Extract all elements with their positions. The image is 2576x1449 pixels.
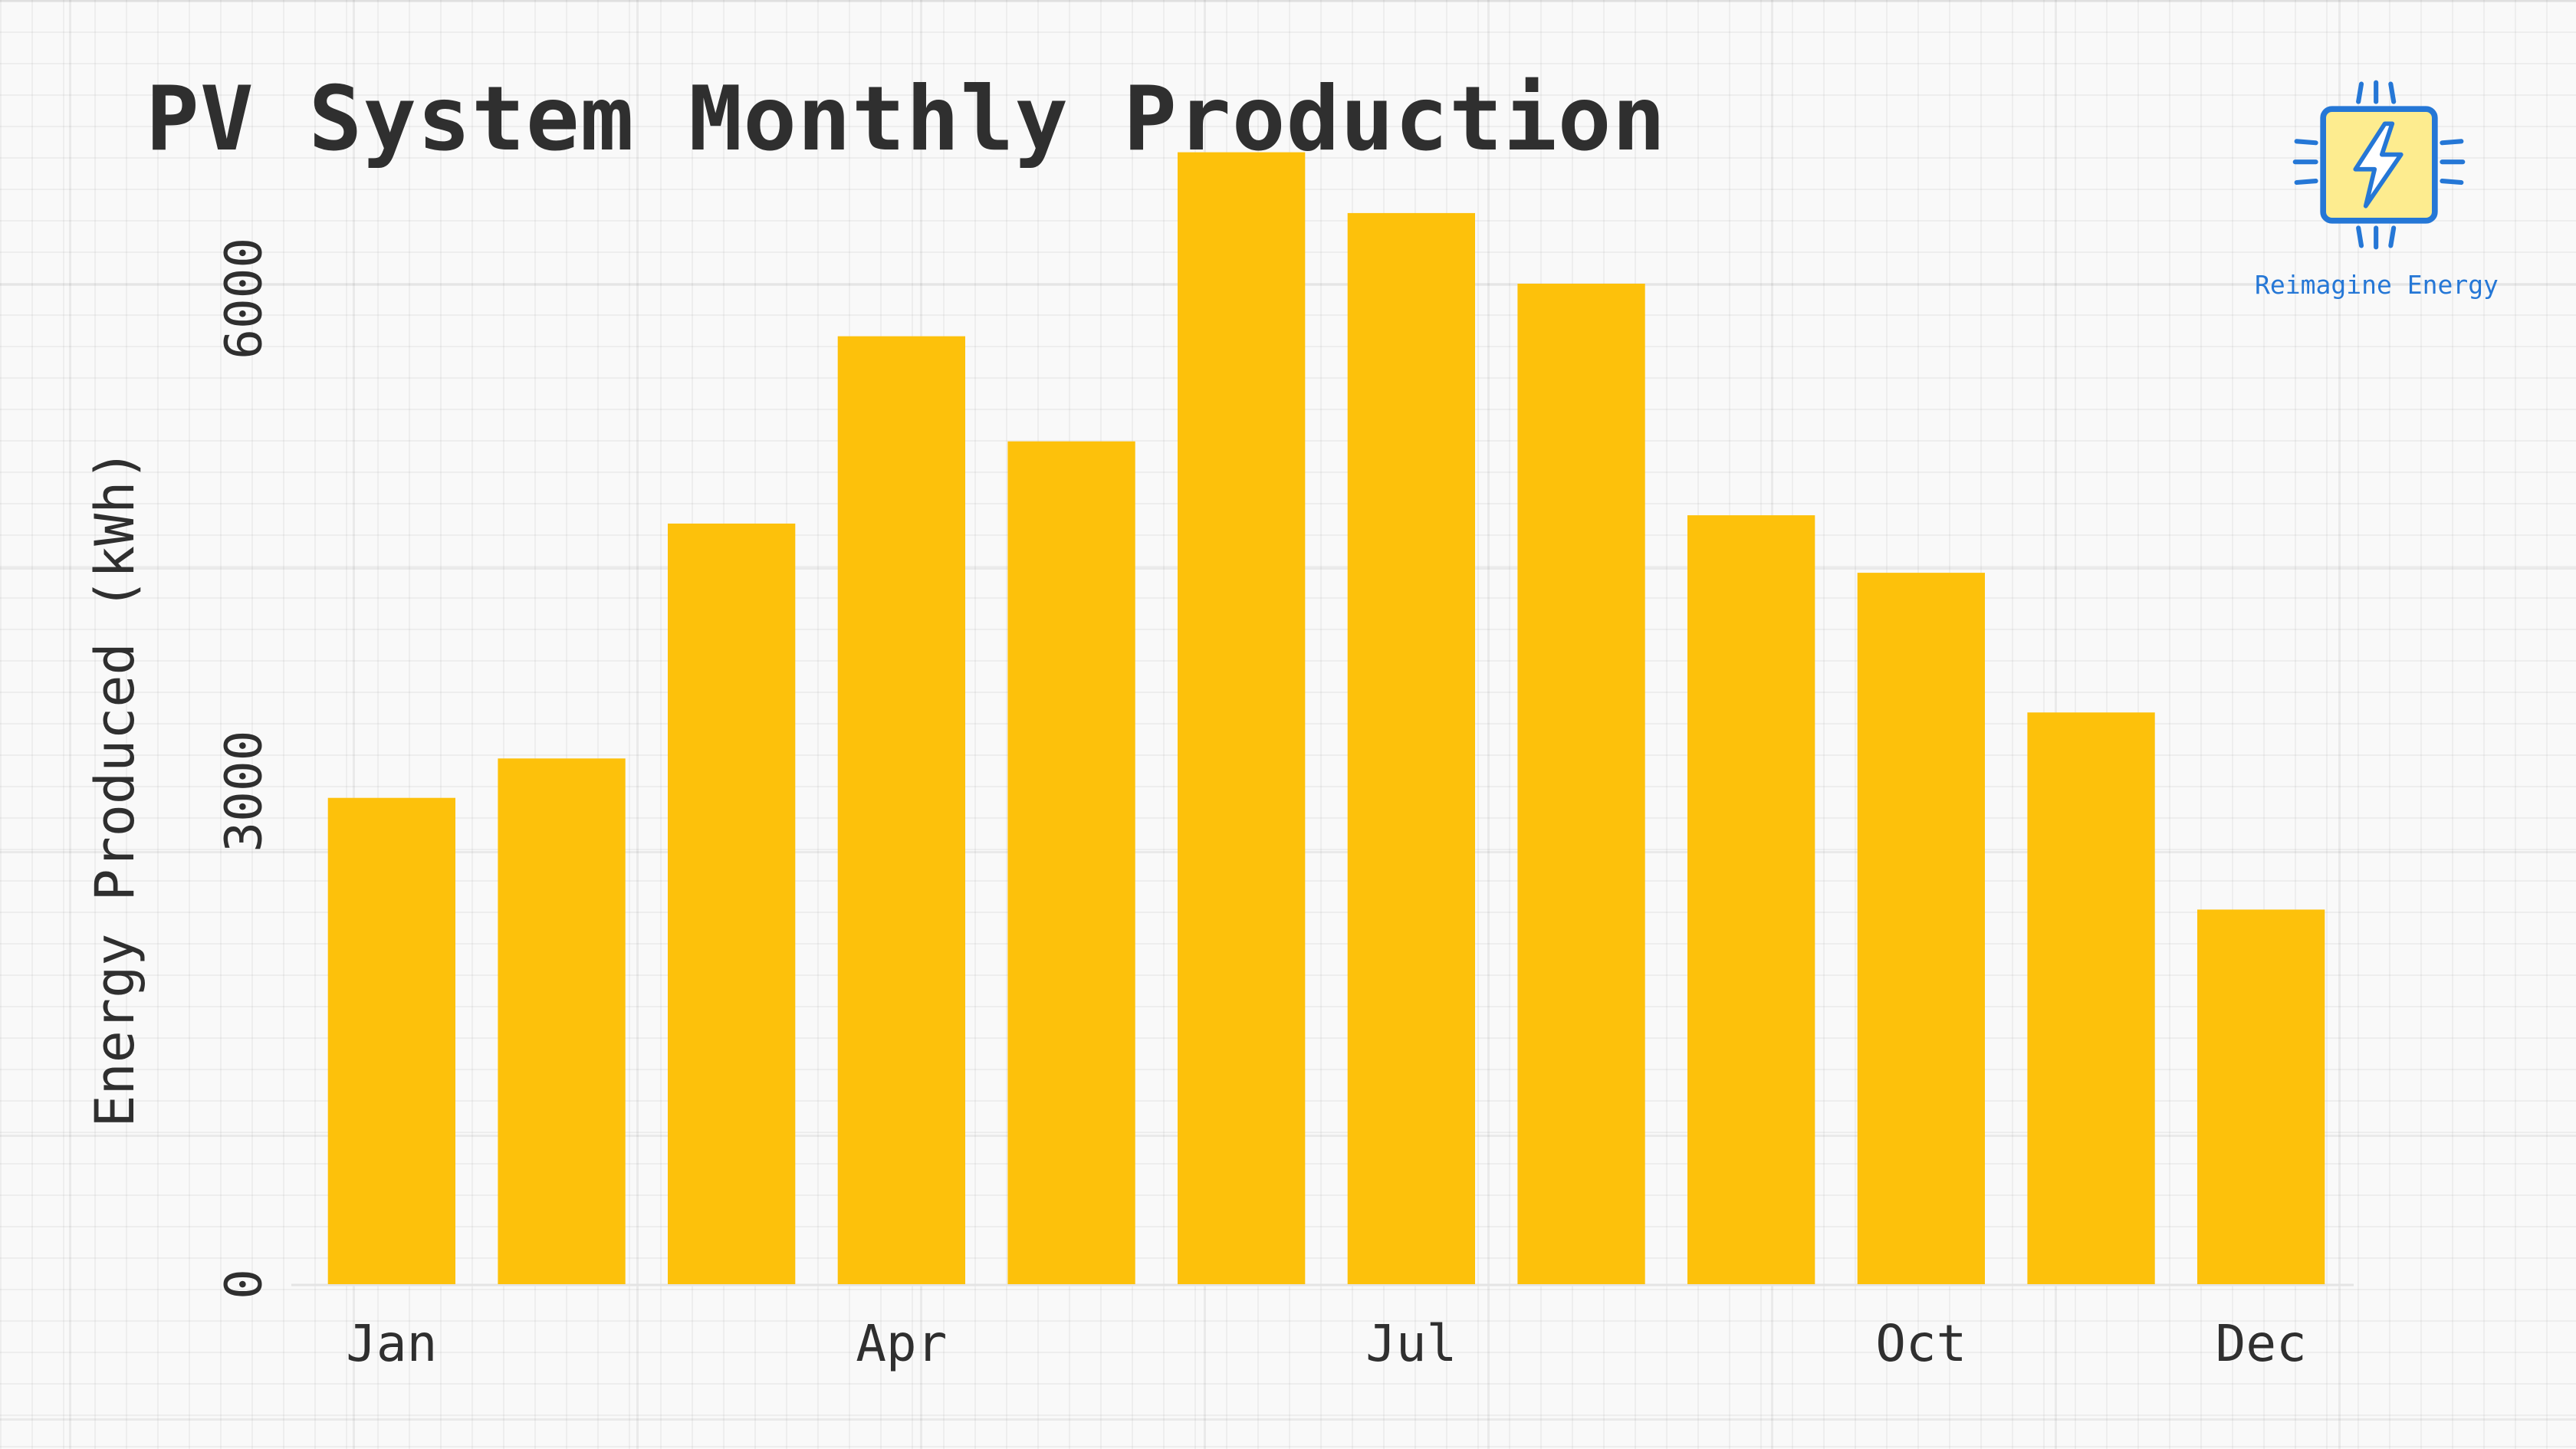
lightning-chip-icon xyxy=(2292,80,2466,250)
bar-dec xyxy=(2197,909,2325,1284)
bar-nov xyxy=(2027,712,2155,1284)
x-tick-label-apr: Apr xyxy=(856,1314,947,1373)
y-tick-label-3000: 3000 xyxy=(215,731,274,853)
brand-logo: Reimagine Energy xyxy=(2223,77,2530,314)
bar-may xyxy=(1007,441,1135,1285)
bar-aug xyxy=(1517,284,1645,1284)
y-tick-label-0: 0 xyxy=(215,1269,274,1300)
y-tick-label-6000: 6000 xyxy=(215,238,274,360)
bar-jun xyxy=(1178,152,1306,1285)
bar-jan xyxy=(327,797,455,1284)
chart-title: PV System Monthly Production xyxy=(146,67,1667,171)
brand-name: Reimagine Energy xyxy=(2255,270,2499,300)
bar-feb xyxy=(498,758,626,1284)
bar-jul xyxy=(1347,212,1475,1284)
x-tick-label-jul: Jul xyxy=(1365,1314,1457,1373)
x-tick-label-jan: Jan xyxy=(346,1314,437,1373)
bar-mar xyxy=(668,523,796,1284)
x-tick-label-oct: Oct xyxy=(1875,1314,1967,1373)
bar-oct xyxy=(1857,573,1985,1284)
x-tick-label-dec: Dec xyxy=(2216,1314,2307,1373)
bar-sep xyxy=(1687,515,1815,1284)
bar-apr xyxy=(837,336,965,1285)
